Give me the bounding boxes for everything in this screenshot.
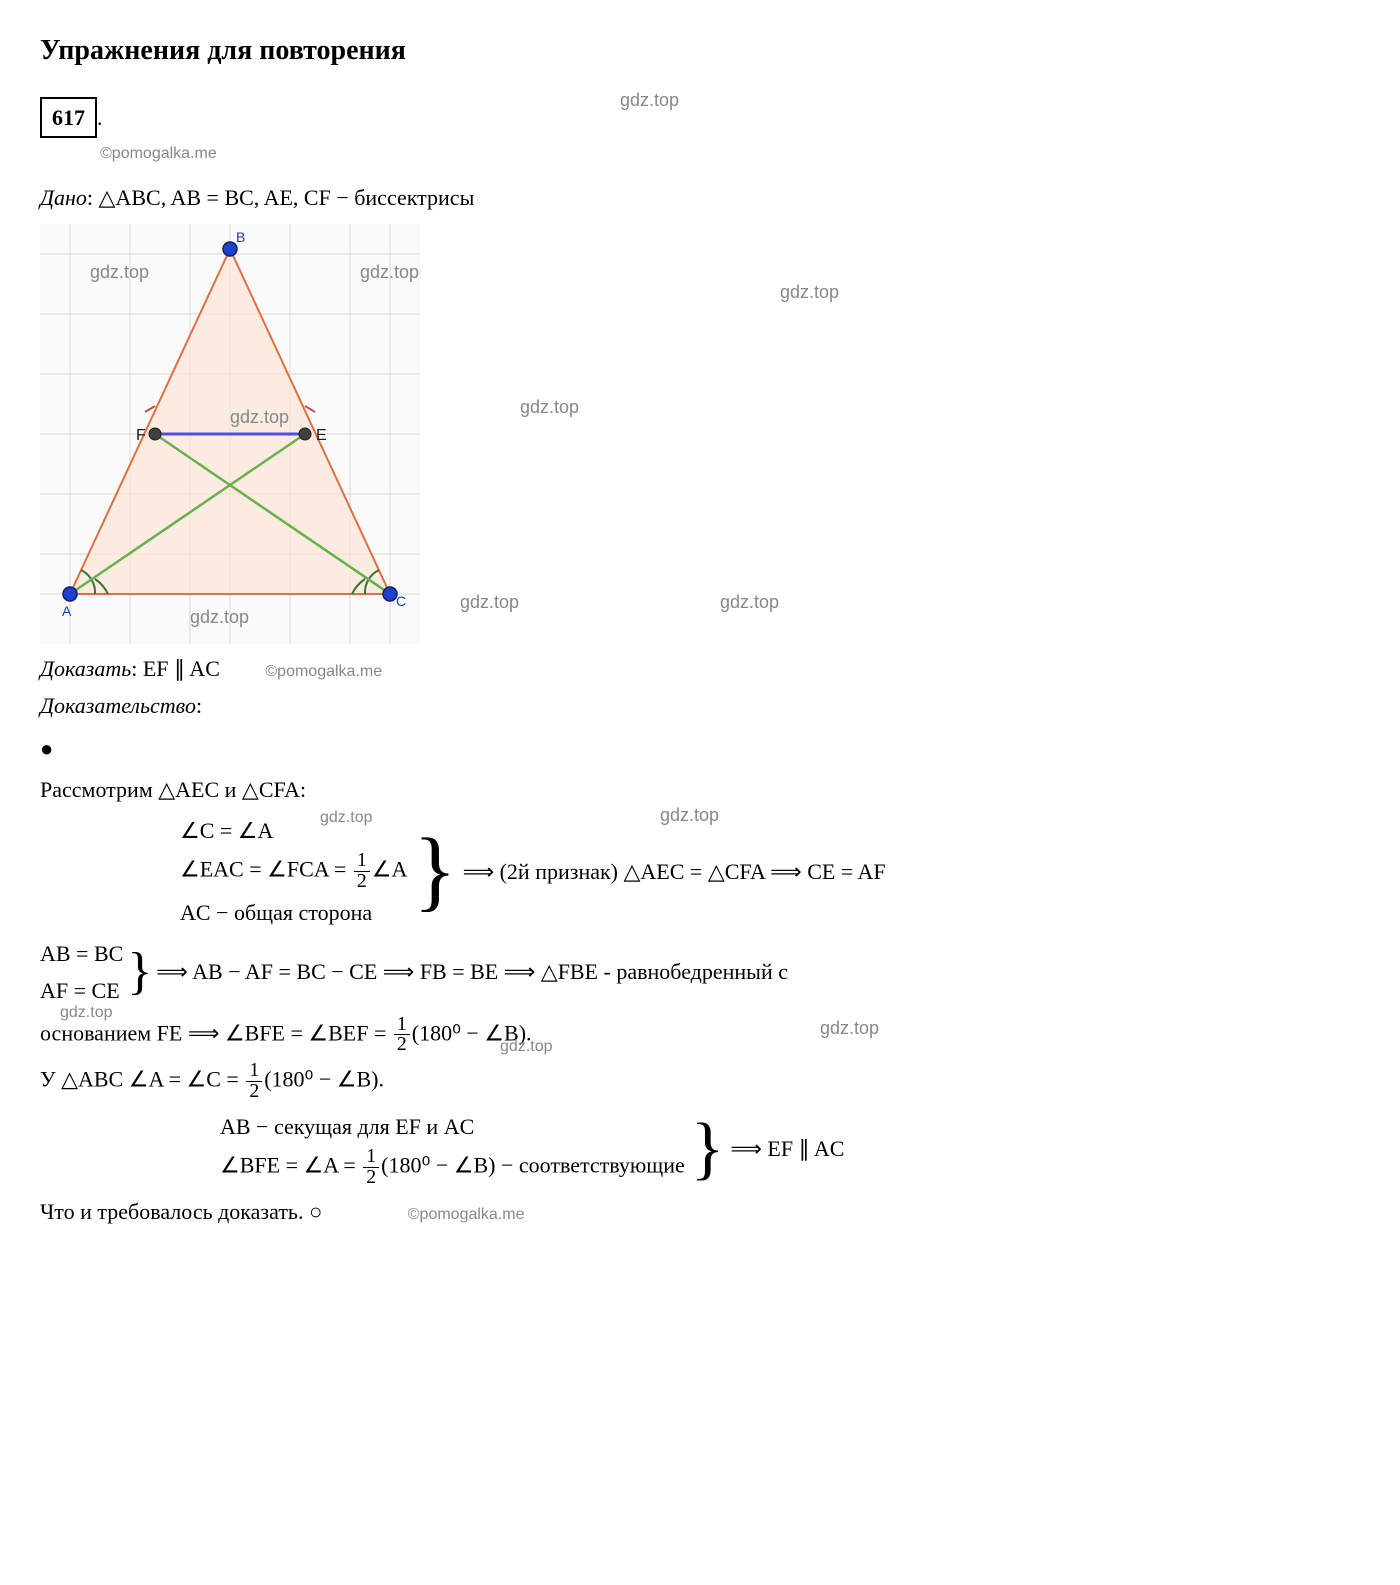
proof-g1-l3: AC − общая сторона: [180, 896, 372, 929]
brace-icon: }: [127, 951, 152, 993]
watermark-gdz: gdz.top: [90, 259, 149, 286]
problem-number: 617: [40, 97, 97, 138]
brace-icon: }: [413, 835, 456, 907]
watermark-gdz: gdz.top: [460, 589, 519, 616]
svg-text:F: F: [136, 427, 146, 444]
watermark-gdz: gdz.top: [520, 394, 579, 421]
prove-text: : EF ∥ AC: [131, 656, 220, 681]
watermark-gdz: gdz.top: [820, 1015, 879, 1042]
watermark-gdz: gdz.top: [230, 404, 289, 431]
brace-icon: }: [691, 1121, 725, 1177]
watermark-gdz: gdz.top: [660, 802, 719, 829]
watermark-gdz: gdz.top: [780, 279, 839, 306]
proof-g1-l1: ∠C = ∠A: [180, 814, 273, 847]
bullet-icon: ●: [40, 732, 1360, 765]
watermark-pomogalka: ©pomogalka.me: [408, 1206, 525, 1223]
watermark-gdz: gdz.top: [500, 1035, 552, 1059]
proof-g3-l1: AB − секущая для EF и AC: [220, 1110, 474, 1143]
watermark-gdz: gdz.top: [360, 259, 419, 286]
watermark-gdz: gdz.top: [620, 87, 679, 114]
page-title: Упражнения для повторения: [40, 30, 1360, 72]
given-text: : △ABC, AB = BC, AE, CF − биссектрисы: [87, 185, 474, 210]
proof-arrow3: ⟹ EF ∥ AC: [730, 1132, 844, 1165]
proof-g2-l1: AB = BC: [40, 937, 123, 970]
svg-text:B: B: [236, 229, 245, 245]
proof-g1-l2: ∠EAC = ∠FCA = 12∠A: [180, 851, 407, 892]
watermark-gdz: gdz.top: [720, 589, 779, 616]
watermark-pomogalka: ©pomogalka.me: [265, 663, 382, 680]
given-label: Дано: [40, 185, 87, 210]
prove-label: Доказать: [40, 656, 131, 681]
watermark-pomogalka: ©pomogalka.me: [40, 142, 1360, 166]
svg-text:E: E: [316, 427, 327, 444]
proof-arrow1: ⟹ (2й признак) △AEC = △CFA ⟹ CE = AF: [463, 855, 886, 888]
proof-label: Доказательство: [40, 693, 196, 718]
proof-line3: gdz.top основанием FE ⟹ ∠BFE = ∠BEF = 12…: [40, 1015, 1360, 1056]
proof-arrow2: ⟹ AB − AF = BC − CE ⟹ FB = BE ⟹ △FBE - р…: [156, 955, 788, 988]
proof-line4: У △ABC ∠A = ∠C = 12(180⁰ − ∠B).: [40, 1061, 1360, 1102]
svg-text:A: A: [62, 603, 72, 619]
watermark-gdz: gdz.top: [320, 806, 372, 830]
watermark-gdz: gdz.top: [60, 1001, 112, 1025]
qed-line: Что и требовалось доказать. ○ ©pomogalka…: [40, 1195, 1360, 1228]
watermark-gdz: gdz.top: [190, 604, 249, 631]
proof-g3-l2: ∠BFE = ∠A = 12(180⁰ − ∠B) − соответствую…: [220, 1147, 685, 1188]
svg-text:C: C: [396, 593, 406, 609]
geometry-diagram: A B C F E gdz.top gdz.top gdz.top gdz.to…: [40, 224, 420, 644]
